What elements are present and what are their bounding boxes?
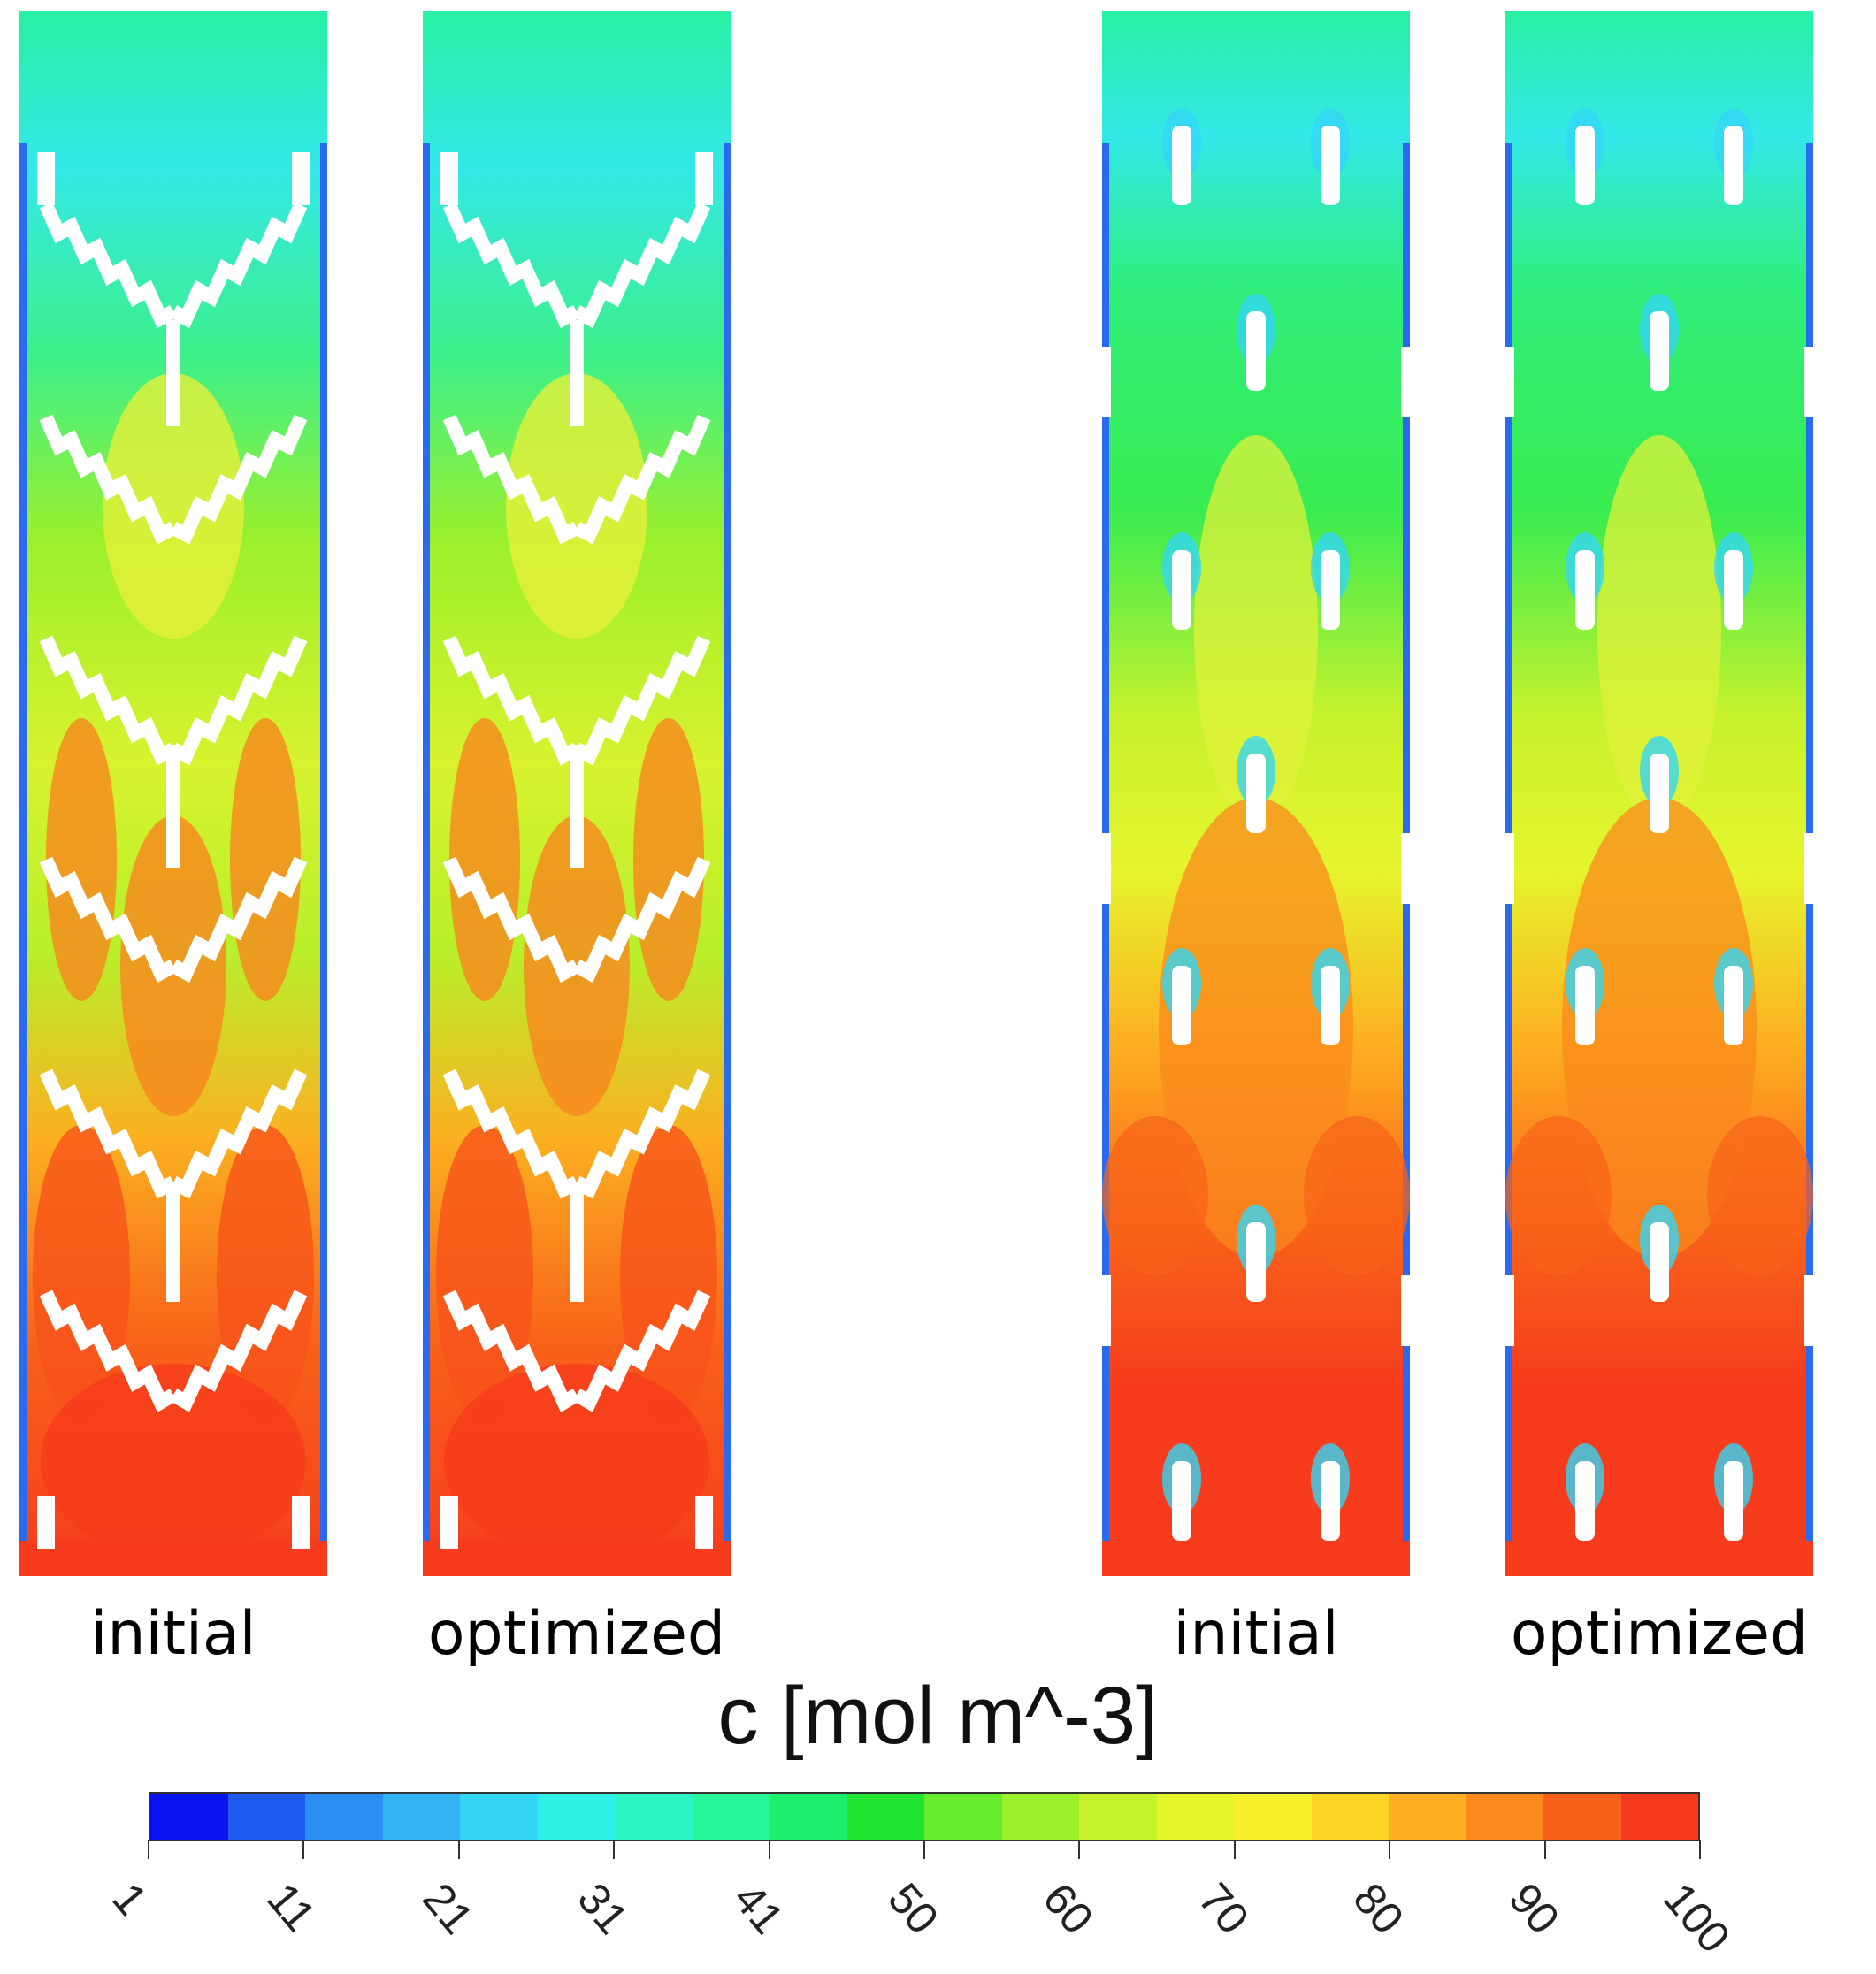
colorbar-tick-label: 90: [1498, 1873, 1569, 1944]
colorbar-swatch: [1156, 1794, 1234, 1840]
contour-plot: [1505, 11, 1813, 1576]
contour-panel-pins-initial: [1102, 11, 1410, 1576]
colorbar: [149, 1792, 1700, 1841]
colorbar-swatch: [460, 1794, 538, 1840]
colorbar-tick: [457, 1840, 460, 1859]
colorbar-tick: [1233, 1840, 1236, 1859]
colorbar-ticks: [148, 1840, 1701, 1866]
colorbar-swatch: [1466, 1794, 1543, 1840]
colorbar-tick: [1543, 1840, 1546, 1859]
colorbar-tick: [923, 1840, 925, 1859]
contour-plot: [1102, 11, 1410, 1576]
colorbar-tick-label: 21: [413, 1873, 483, 1944]
colorbar-swatch: [692, 1794, 770, 1840]
colorbar-swatch: [382, 1794, 460, 1840]
colorbar-tick-label: 60: [1033, 1873, 1104, 1944]
colorbar-tick: [1078, 1840, 1081, 1859]
colorbar-tick: [1389, 1840, 1391, 1859]
contour-panel-pins-optimized: [1505, 11, 1813, 1576]
colorbar-swatch: [770, 1794, 847, 1840]
colorbar-swatch: [615, 1794, 693, 1840]
colorbar-swatch: [227, 1794, 305, 1840]
colorbar-tick: [1699, 1840, 1701, 1859]
colorbar-tick: [148, 1840, 149, 1859]
panel-label-zigzag-optimized: optimized: [427, 1599, 726, 1669]
colorbar-tick-label: 70: [1189, 1873, 1259, 1944]
colorbar-title: c [mol m^-3]: [717, 1671, 1159, 1761]
contour-panel-zigzag-initial: [19, 11, 327, 1576]
panel-label-zigzag-initial: initial: [90, 1599, 257, 1669]
colorbar-tick: [768, 1840, 770, 1859]
colorbar-swatch: [1001, 1794, 1079, 1840]
colorbar-tick: [613, 1840, 616, 1859]
colorbar-swatch: [1620, 1794, 1698, 1840]
colorbar-tick-label: 50: [878, 1873, 948, 1944]
colorbar-swatch: [1311, 1794, 1389, 1840]
colorbar-tick-label: 80: [1344, 1873, 1414, 1944]
colorbar-tick-label: 1: [103, 1873, 157, 1924]
panel-label-pins-initial: initial: [1173, 1599, 1339, 1669]
colorbar-swatch: [1234, 1794, 1312, 1840]
colorbar-swatch: [1543, 1794, 1621, 1840]
colorbar-swatch: [537, 1794, 615, 1840]
panel-label-pins-optimized: optimized: [1510, 1599, 1809, 1669]
colorbar-tick-label: 100: [1654, 1873, 1740, 1963]
colorbar-swatch: [305, 1794, 383, 1840]
colorbar-tick-label: 31: [568, 1873, 639, 1944]
colorbar-swatch: [1389, 1794, 1466, 1840]
colorbar-swatch: [846, 1794, 924, 1840]
contour-plot: [423, 11, 731, 1576]
colorbar-tick: [302, 1840, 305, 1859]
colorbar-tick-label: 11: [257, 1873, 325, 1941]
contour-plot: [19, 11, 327, 1576]
colorbar-tick-label: 41: [723, 1873, 793, 1944]
colorbar-swatch: [924, 1794, 1002, 1840]
contour-panel-zigzag-optimized: [423, 11, 731, 1576]
colorbar-swatch: [150, 1794, 228, 1840]
colorbar-swatch: [1079, 1794, 1157, 1840]
